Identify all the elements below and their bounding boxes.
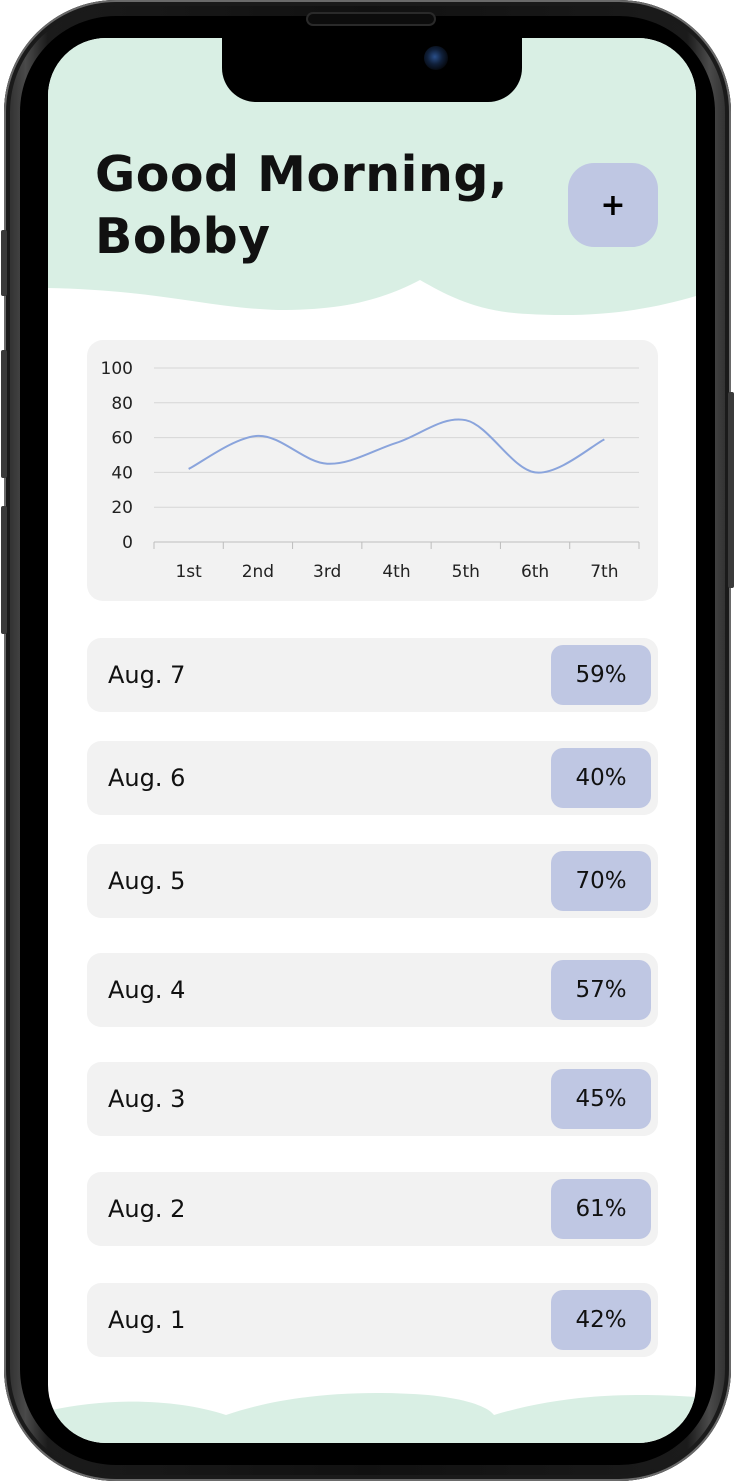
list-item[interactable]: Aug. 6 40%	[87, 741, 658, 815]
list-item[interactable]: Aug. 3 45%	[87, 1062, 658, 1136]
x-tick-label: 1st	[175, 562, 202, 582]
volume-up-button	[1, 350, 7, 478]
x-tick-label: 4th	[382, 562, 410, 582]
header-background	[48, 38, 696, 316]
entry-percent-badge: 70%	[551, 851, 651, 911]
add-entry-button[interactable]: +	[568, 163, 658, 247]
y-tick-label: 0	[122, 533, 133, 553]
entry-percent-badge: 45%	[551, 1069, 651, 1129]
power-button	[728, 392, 734, 588]
chart-card: 0 20 40 60 80 100 1st 2nd 3rd 4th 5th 6th 7th	[87, 340, 658, 601]
notch	[222, 38, 522, 102]
entry-date: Aug. 2	[108, 1195, 186, 1223]
entry-date: Aug. 5	[108, 867, 186, 895]
entry-date: Aug. 1	[108, 1306, 186, 1334]
y-tick-label: 100	[101, 359, 133, 379]
earpiece-speaker	[308, 14, 434, 24]
entry-percent-badge: 42%	[551, 1290, 651, 1350]
silent-switch	[1, 230, 7, 296]
greeting-user-name: Bobby	[95, 208, 271, 265]
x-tick-label: 5th	[452, 562, 480, 582]
line-chart: 0 20 40 60 80 100 1st 2nd 3rd 4th 5th 6th 7th	[101, 359, 640, 582]
entry-date: Aug. 4	[108, 976, 186, 1004]
list-item[interactable]: Aug. 5 70%	[87, 844, 658, 918]
list-item[interactable]: Aug. 2 61%	[87, 1172, 658, 1246]
list-item[interactable]: Aug. 1 42%	[87, 1283, 658, 1357]
y-tick-label: 20	[111, 498, 133, 518]
greeting-line-1: Good Morning,	[95, 146, 509, 203]
x-tick-label: 7th	[590, 562, 618, 582]
entry-percent-badge: 57%	[551, 960, 651, 1020]
y-tick-label: 60	[111, 429, 133, 449]
front-camera-icon	[424, 46, 448, 70]
list-item[interactable]: Aug. 4 57%	[87, 953, 658, 1027]
app-screen: Good Morning, Bobby + 0 20 40 60 80 100 1st 2nd…	[48, 38, 696, 1443]
entry-date: Aug. 6	[108, 764, 186, 792]
series-line	[188, 418, 605, 474]
entry-percent-badge: 59%	[551, 645, 651, 705]
volume-down-button	[1, 506, 7, 634]
x-tick-label: 6th	[521, 562, 549, 582]
greeting-heading: Good Morning, Bobby	[95, 144, 535, 268]
footer-background	[48, 1393, 696, 1443]
x-tick-label: 3rd	[313, 562, 341, 582]
y-tick-label: 80	[111, 394, 133, 414]
entry-percent-badge: 40%	[551, 748, 651, 808]
list-item[interactable]: Aug. 7 59%	[87, 638, 658, 712]
x-tick-label: 2nd	[242, 562, 274, 582]
plus-icon: +	[600, 187, 626, 223]
y-tick-label: 40	[111, 463, 133, 483]
entry-date: Aug. 7	[108, 661, 186, 689]
entry-date: Aug. 3	[108, 1085, 186, 1113]
entry-percent-badge: 61%	[551, 1179, 651, 1239]
